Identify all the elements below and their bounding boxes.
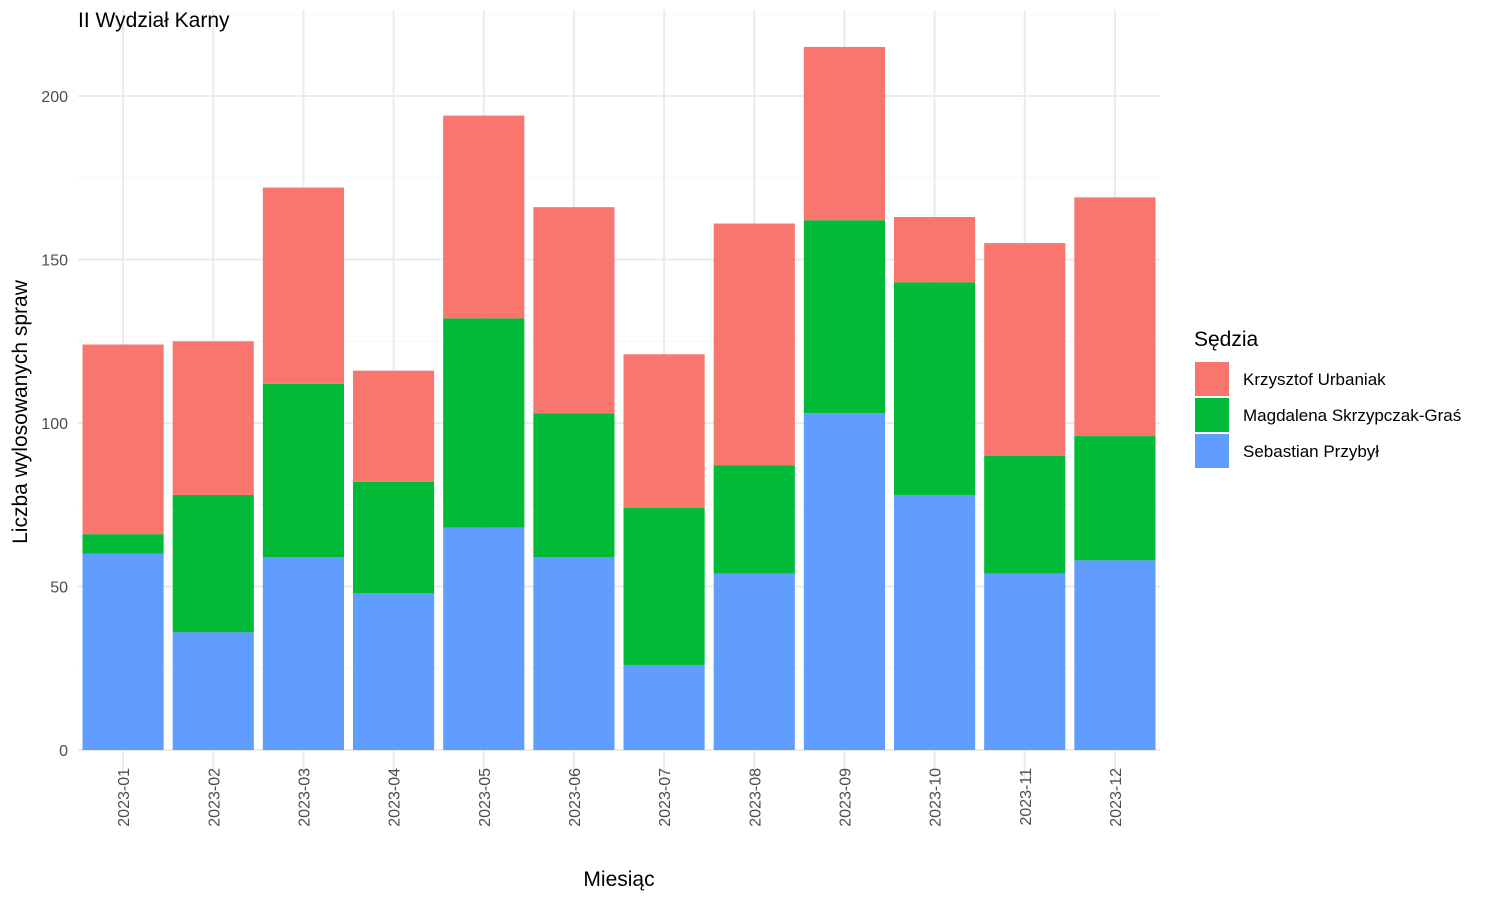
bar-segment bbox=[353, 481, 435, 594]
bar-segment bbox=[803, 220, 885, 414]
bar-segment bbox=[894, 282, 976, 495]
x-tick-label: 2023-09 bbox=[837, 768, 854, 827]
bar-segment bbox=[894, 494, 976, 750]
bar-segment bbox=[262, 383, 344, 558]
legend-swatch bbox=[1195, 398, 1229, 432]
bar-segment bbox=[984, 573, 1066, 750]
bar-segment bbox=[443, 115, 525, 319]
bar-segment bbox=[894, 216, 976, 283]
y-axis-title: Liczba wylosowanych spraw bbox=[9, 279, 32, 544]
bar-segment bbox=[1074, 560, 1156, 750]
bar-segment bbox=[803, 413, 885, 750]
bar-segment bbox=[353, 593, 435, 750]
legend-items: Krzysztof Urbaniak Magdalena Skrzypczak-G… bbox=[1195, 362, 1461, 468]
bar-segment bbox=[1074, 436, 1156, 561]
x-tick-label: 2023-10 bbox=[928, 768, 945, 827]
x-tick-label: 2023-07 bbox=[657, 768, 674, 827]
bar-segment bbox=[533, 207, 615, 414]
legend-label: Magdalena Skrzypczak-Graś bbox=[1243, 406, 1461, 425]
y-tick-label: 0 bbox=[59, 743, 68, 760]
x-tick-label: 2023-12 bbox=[1108, 768, 1125, 827]
legend-swatch bbox=[1195, 434, 1229, 468]
bar-segment bbox=[82, 553, 164, 750]
legend-label: Krzysztof Urbaniak bbox=[1243, 370, 1386, 389]
x-tick-label: 2023-05 bbox=[477, 768, 494, 827]
x-axis-title: Miesiąc bbox=[583, 868, 654, 891]
bar-segment bbox=[1074, 197, 1156, 437]
y-tick-label: 50 bbox=[50, 580, 68, 597]
legend-swatch bbox=[1195, 362, 1229, 396]
bar-segment bbox=[713, 465, 795, 574]
bar-segment bbox=[984, 243, 1066, 456]
bar-segment bbox=[172, 494, 254, 633]
legend-label: Sebastian Przybył bbox=[1243, 442, 1379, 461]
x-tick-label: 2023-11 bbox=[1018, 768, 1035, 826]
x-tick-label: 2023-06 bbox=[567, 768, 584, 827]
bar-segment bbox=[82, 344, 164, 535]
bar-segment bbox=[984, 455, 1066, 574]
bar-segment bbox=[443, 318, 525, 528]
x-tick-label: 2023-02 bbox=[206, 768, 223, 827]
y-tick-label: 200 bbox=[41, 89, 68, 106]
bar-segment bbox=[443, 527, 525, 750]
bar-segment bbox=[533, 557, 615, 750]
bars bbox=[82, 46, 1156, 750]
y-tick-label: 100 bbox=[41, 416, 68, 433]
x-tick-label: 2023-04 bbox=[387, 768, 404, 827]
x-tick-label: 2023-03 bbox=[296, 768, 313, 827]
x-tick-label: 2023-08 bbox=[747, 768, 764, 827]
bar-segment bbox=[713, 223, 795, 466]
chart-title: II Wydział Karny bbox=[78, 9, 230, 32]
legend-title: Sędzia bbox=[1194, 328, 1259, 351]
bar-segment bbox=[623, 354, 705, 509]
bar-segment bbox=[82, 534, 164, 554]
bar-segment bbox=[803, 46, 885, 221]
bar-segment bbox=[713, 573, 795, 750]
bar-segment bbox=[623, 508, 705, 665]
x-tick-label: 2023-01 bbox=[116, 768, 133, 827]
y-tick-label: 150 bbox=[41, 253, 68, 270]
bar-segment bbox=[262, 557, 344, 750]
x-axis-ticks: 2023-01 2023-02 2023-03 2023-04 2023-05 2023-… bbox=[116, 768, 1125, 827]
bar-segment bbox=[533, 413, 615, 558]
bar-segment bbox=[172, 341, 254, 495]
bar-segment bbox=[623, 664, 705, 750]
y-axis-ticks: 0 50 100 150 200 bbox=[41, 89, 68, 760]
bar-segment bbox=[353, 370, 435, 482]
bar-segment bbox=[172, 632, 254, 750]
legend: Sędzia Krzysztof Urbaniak Magdalena Skrzy… bbox=[1194, 328, 1461, 468]
bar-segment bbox=[262, 187, 344, 384]
